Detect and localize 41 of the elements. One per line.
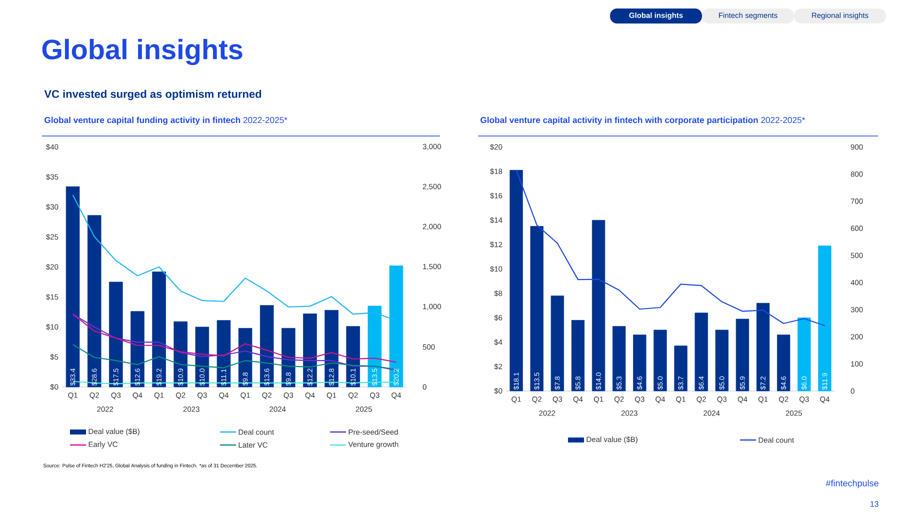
bar bbox=[510, 170, 523, 392]
bar bbox=[109, 282, 123, 388]
bar bbox=[389, 266, 404, 388]
bar bbox=[550, 296, 564, 392]
bar bbox=[633, 334, 646, 392]
bar bbox=[216, 320, 231, 388]
bar bbox=[736, 318, 750, 392]
bar bbox=[174, 321, 188, 388]
bar bbox=[715, 330, 728, 392]
bar bbox=[195, 326, 210, 388]
chart-title: Global venture capital funding activity in fintech 2022-2025* bbox=[44, 116, 288, 125]
bar bbox=[612, 326, 626, 392]
text: #fintechpulse bbox=[826, 480, 878, 488]
text: VC invested surged as optimism returned bbox=[44, 90, 262, 100]
bar bbox=[530, 226, 544, 392]
bar bbox=[238, 328, 252, 388]
bar bbox=[674, 346, 688, 392]
bar bbox=[346, 326, 360, 388]
bar bbox=[592, 220, 606, 392]
bar bbox=[324, 310, 338, 388]
bar bbox=[66, 186, 80, 388]
bar bbox=[694, 312, 708, 392]
bar bbox=[260, 305, 274, 388]
bar bbox=[571, 320, 585, 392]
bar bbox=[130, 311, 144, 388]
bar bbox=[282, 328, 296, 388]
bar bbox=[152, 272, 166, 388]
text: 13 bbox=[870, 501, 878, 507]
bar bbox=[654, 330, 667, 392]
line-series bbox=[72, 344, 397, 370]
text: Global insights bbox=[42, 38, 242, 66]
chart-title: Global venture capital activity in fintech with corporate participation 2022-2025* bbox=[480, 116, 806, 125]
bar bbox=[818, 246, 832, 392]
bar bbox=[368, 306, 382, 388]
bar bbox=[798, 318, 811, 392]
bar bbox=[303, 314, 317, 388]
bar bbox=[87, 215, 102, 388]
bar bbox=[756, 302, 770, 392]
line-series bbox=[72, 194, 397, 322]
line-series bbox=[516, 169, 826, 326]
bar bbox=[777, 334, 790, 392]
